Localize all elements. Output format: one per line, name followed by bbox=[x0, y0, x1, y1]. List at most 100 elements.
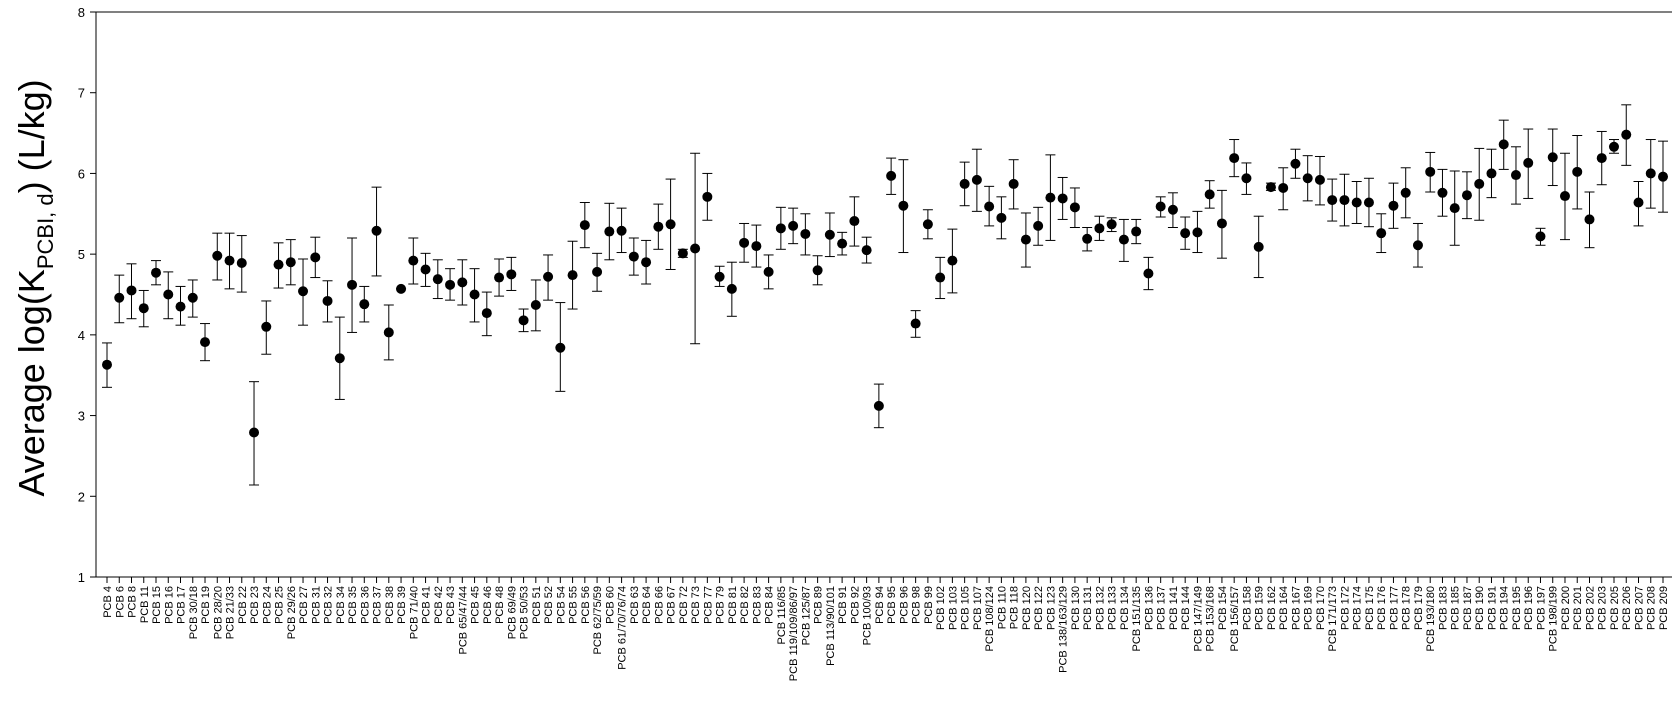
data-point-group bbox=[1290, 148, 1301, 179]
x-tick-label: PCB 32 bbox=[323, 586, 335, 624]
x-tick-label: PCB 158 bbox=[1241, 586, 1253, 630]
x-tick-label: PCB 41 bbox=[421, 586, 433, 624]
data-point-group bbox=[1033, 206, 1044, 246]
data-point-group bbox=[1633, 181, 1644, 227]
data-point bbox=[1302, 173, 1313, 184]
x-tick-label: PCB 205 bbox=[1609, 586, 1621, 630]
data-point-group bbox=[457, 259, 468, 306]
x-tick-label: PCB 141 bbox=[1168, 586, 1180, 630]
data-point-group bbox=[200, 323, 211, 362]
data-point-group bbox=[567, 240, 578, 310]
data-point-group bbox=[420, 252, 431, 287]
x-tick-label: PCB 36 bbox=[359, 586, 371, 624]
data-point-group bbox=[751, 224, 762, 268]
data-point bbox=[1229, 153, 1240, 164]
x-tick-label: PCB 202 bbox=[1584, 586, 1596, 630]
data-point bbox=[677, 248, 688, 259]
data-point-group bbox=[1400, 167, 1411, 219]
data-point-group bbox=[1425, 151, 1436, 193]
data-point bbox=[408, 255, 419, 266]
data-point bbox=[1510, 170, 1521, 181]
data-point bbox=[1351, 197, 1362, 208]
data-point-group bbox=[1437, 168, 1448, 217]
data-point-group bbox=[959, 161, 970, 207]
data-point bbox=[800, 228, 811, 239]
data-point bbox=[518, 315, 529, 326]
data-point bbox=[1535, 231, 1546, 242]
data-point-group bbox=[1535, 227, 1546, 246]
data-point bbox=[555, 342, 566, 353]
data-point bbox=[432, 274, 443, 285]
y-axis-label: Average log(KPCBI, d) (L/kg) bbox=[11, 79, 58, 496]
data-point bbox=[910, 318, 921, 329]
x-tick-label: PCB 209 bbox=[1658, 586, 1670, 630]
x-tick-label: PCB 65/47/44 bbox=[457, 586, 469, 655]
data-point bbox=[1069, 202, 1080, 213]
data-point-group bbox=[763, 254, 774, 290]
x-tick-label: PCB 116/85 bbox=[776, 586, 788, 645]
x-tick-label: PCB 35 bbox=[347, 586, 359, 624]
data-point bbox=[383, 327, 394, 338]
data-point-group bbox=[996, 196, 1007, 240]
data-point bbox=[592, 266, 603, 277]
data-point bbox=[212, 250, 223, 261]
data-point-group bbox=[1584, 191, 1595, 249]
y-axis-label-main: Average log(K bbox=[11, 269, 52, 496]
x-tick-label: PCB 131 bbox=[1082, 586, 1094, 630]
data-point bbox=[1045, 192, 1056, 203]
data-point-group bbox=[1327, 178, 1338, 222]
data-point bbox=[249, 427, 260, 438]
x-tick-label: PCB 193/180 bbox=[1425, 586, 1437, 651]
data-point bbox=[1192, 227, 1203, 238]
x-tick-label: PCB 191 bbox=[1486, 586, 1498, 630]
data-point bbox=[396, 283, 407, 294]
data-point-group bbox=[739, 222, 750, 263]
data-point bbox=[690, 243, 701, 254]
x-tick-label: PCB 52 bbox=[543, 586, 555, 624]
data-point bbox=[224, 255, 235, 266]
data-point bbox=[947, 255, 958, 266]
x-tick-label: PCB 89 bbox=[813, 586, 825, 624]
x-tick-label: PCB 79 bbox=[715, 586, 727, 624]
data-point bbox=[187, 292, 198, 303]
data-point-group bbox=[1253, 215, 1264, 279]
data-point bbox=[984, 201, 995, 212]
data-point-group bbox=[579, 201, 590, 249]
data-point bbox=[886, 170, 897, 181]
data-point bbox=[1523, 157, 1534, 168]
data-point-group bbox=[702, 172, 713, 221]
data-point-group bbox=[334, 316, 345, 400]
data-point bbox=[1033, 220, 1044, 231]
data-point-group bbox=[1082, 227, 1093, 252]
data-point-group bbox=[726, 261, 737, 317]
data-point bbox=[1008, 178, 1019, 189]
data-point bbox=[1437, 187, 1448, 198]
data-point bbox=[1131, 226, 1142, 237]
data-point-group bbox=[1229, 139, 1240, 178]
x-tick-label: PCB 171/173 bbox=[1327, 586, 1339, 651]
data-point bbox=[457, 277, 468, 288]
x-tick-label: PCB 178 bbox=[1401, 586, 1413, 630]
data-point-group bbox=[1265, 182, 1276, 193]
x-tick-label: PCB 42 bbox=[433, 586, 445, 624]
data-point-group bbox=[1045, 154, 1056, 241]
data-point bbox=[702, 191, 713, 202]
data-point-group bbox=[1474, 147, 1485, 221]
data-point-group bbox=[1094, 215, 1105, 241]
data-point-group bbox=[1106, 217, 1117, 233]
data-point bbox=[273, 259, 284, 270]
x-tick-label: PCB 19 bbox=[200, 586, 212, 624]
x-tick-label: PCB 8 bbox=[127, 586, 139, 618]
x-tick-label: PCB 92 bbox=[849, 586, 861, 624]
y-tick-label: 8 bbox=[78, 5, 85, 20]
data-point-group bbox=[812, 255, 823, 286]
data-point bbox=[102, 359, 112, 370]
x-tick-label: PCB 77 bbox=[702, 586, 714, 624]
y-tick-label: 1 bbox=[78, 570, 85, 585]
x-tick-label: PCB 177 bbox=[1388, 586, 1400, 630]
x-tick-label: PCB 198/199 bbox=[1548, 586, 1560, 651]
data-point-group bbox=[1020, 212, 1031, 268]
data-point bbox=[1155, 201, 1166, 212]
data-point-group bbox=[249, 381, 260, 486]
